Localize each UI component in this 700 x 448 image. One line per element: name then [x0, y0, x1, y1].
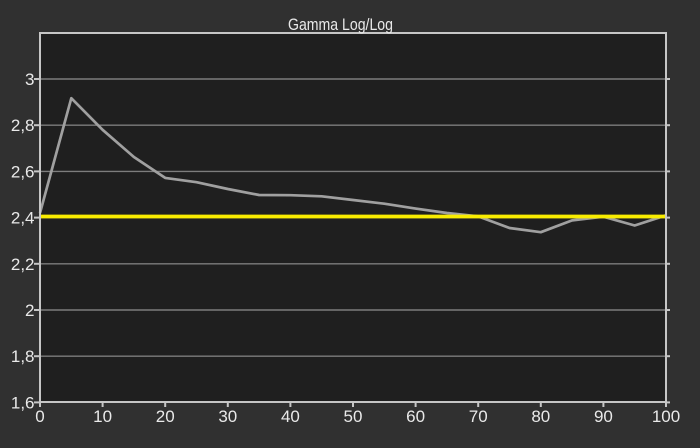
svg-text:70: 70: [469, 407, 488, 426]
svg-text:3: 3: [25, 70, 34, 89]
svg-text:90: 90: [594, 407, 613, 426]
svg-text:100: 100: [652, 407, 680, 426]
svg-text:2,4: 2,4: [11, 209, 35, 228]
svg-text:10: 10: [93, 407, 112, 426]
svg-text:2,8: 2,8: [11, 116, 35, 135]
svg-text:30: 30: [218, 407, 237, 426]
svg-text:1,8: 1,8: [11, 347, 35, 366]
svg-text:20: 20: [156, 407, 175, 426]
svg-text:80: 80: [531, 407, 550, 426]
svg-text:0: 0: [35, 407, 44, 426]
svg-text:50: 50: [344, 407, 363, 426]
svg-text:40: 40: [281, 407, 300, 426]
svg-text:60: 60: [406, 407, 425, 426]
svg-text:2,2: 2,2: [11, 255, 35, 274]
svg-text:Gamma Log/Log: Gamma Log/Log: [288, 15, 393, 34]
svg-text:2: 2: [25, 301, 34, 320]
svg-text:1,6: 1,6: [11, 393, 35, 412]
svg-text:2,6: 2,6: [11, 162, 35, 181]
